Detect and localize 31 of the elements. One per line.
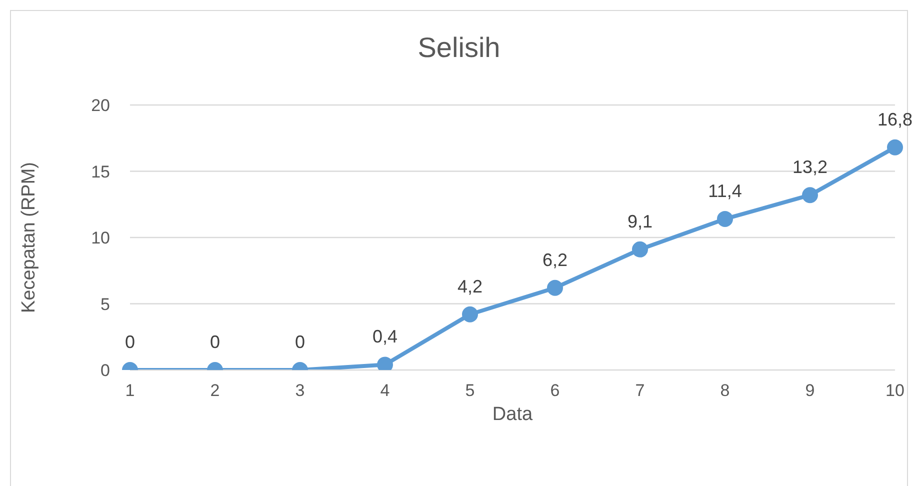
data-label: 0	[124, 332, 136, 352]
data-label: 0	[210, 332, 220, 352]
data-label: 0	[294, 332, 306, 352]
x-tick-label: 10	[886, 381, 904, 400]
data-label: 11,4	[708, 180, 742, 201]
x-tick-label: 5	[465, 381, 475, 400]
point	[717, 210, 733, 227]
chart-title: Selisih	[416, 32, 502, 64]
y-tick-label: 15	[91, 162, 110, 182]
point	[632, 241, 648, 258]
data-label: 4,2	[457, 276, 483, 296]
x-tick-label: 4	[380, 381, 390, 400]
data-label: 13,2	[792, 157, 828, 178]
x-tick-label: 8	[720, 381, 730, 400]
x-tick-label: 1	[125, 381, 135, 400]
data-label: 9,1	[627, 211, 653, 232]
x-tick-label: 7	[635, 381, 645, 400]
x-tick-label: 9	[805, 381, 815, 400]
y-tick-label: 5	[100, 294, 110, 314]
point	[802, 187, 818, 204]
x-tick-label: 2	[210, 381, 220, 400]
data-label: 16,8	[877, 109, 913, 130]
data-label: 6,2	[542, 250, 568, 270]
y-tick-label: 0	[100, 361, 110, 380]
y-tick-label: 20	[91, 96, 110, 116]
data-label: 0,4	[372, 326, 398, 347]
y-tick-label: 10	[91, 228, 110, 248]
x-tick-label: 6	[550, 381, 560, 400]
x-axis-title: Data	[492, 404, 533, 425]
y-axis-title: Kecepatan (RPM)	[18, 162, 40, 314]
x-tick-label: 3	[295, 381, 305, 400]
